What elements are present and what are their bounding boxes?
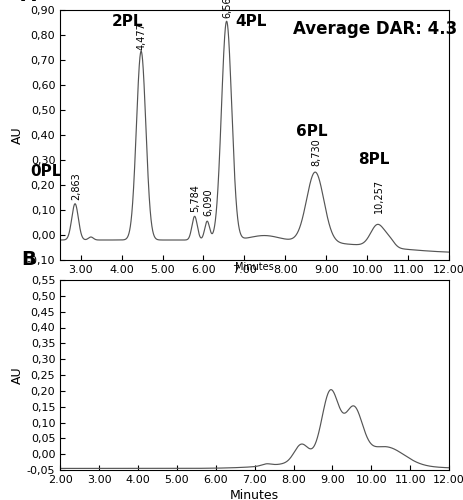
Text: 2,863: 2,863: [71, 172, 81, 200]
Text: 4PL: 4PL: [235, 14, 266, 28]
Text: 8,730: 8,730: [311, 138, 321, 166]
Text: 8PL: 8PL: [358, 152, 389, 168]
Text: A: A: [21, 0, 37, 5]
X-axis label: Minutes: Minutes: [230, 489, 279, 500]
Text: Minutes: Minutes: [235, 262, 274, 272]
Text: 6,565: 6,565: [222, 0, 232, 18]
Text: 6PL: 6PL: [296, 124, 328, 138]
Y-axis label: AU: AU: [11, 126, 24, 144]
Text: B: B: [21, 250, 36, 268]
Y-axis label: AU: AU: [11, 366, 24, 384]
Text: 10,257: 10,257: [374, 179, 383, 213]
Text: 2PL: 2PL: [112, 14, 144, 28]
Text: Average DAR: 4.3: Average DAR: 4.3: [293, 20, 457, 38]
Text: 0PL: 0PL: [30, 164, 62, 179]
Text: 5,784: 5,784: [190, 184, 200, 212]
Text: 6,090: 6,090: [203, 189, 213, 216]
Text: 4,477: 4,477: [137, 22, 147, 50]
